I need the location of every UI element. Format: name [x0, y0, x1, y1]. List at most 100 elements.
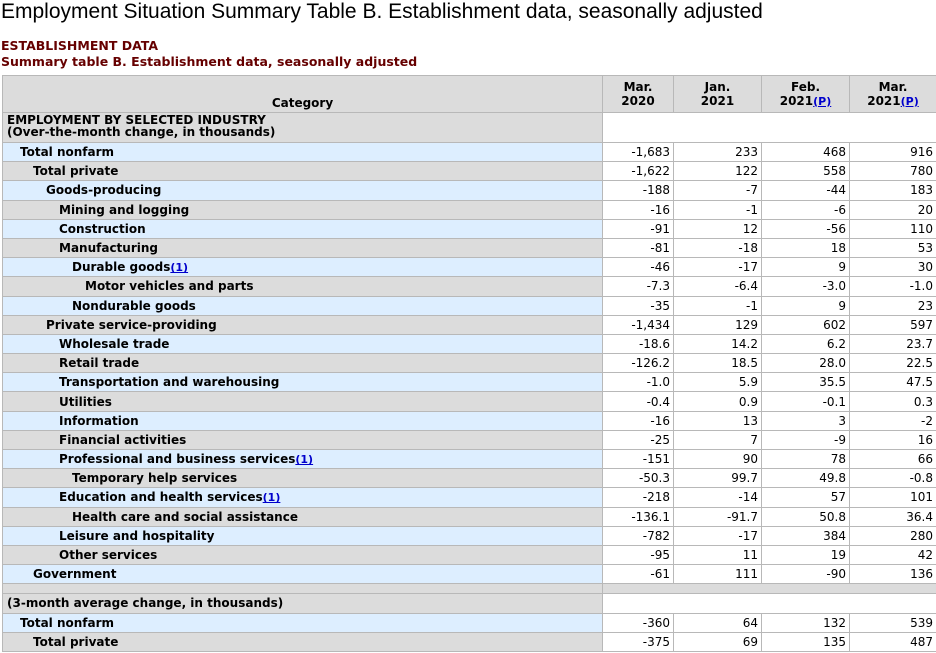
row-label: Construction: [2, 218, 603, 239]
row-value: -46: [602, 257, 674, 278]
row-value: 780: [849, 161, 936, 182]
row-label: Temporary help services: [2, 468, 603, 489]
table-row: Leisure and hospitality -782 -17 384 280: [2, 525, 936, 546]
footnote-link[interactable]: (1): [295, 453, 314, 467]
row-value: 3: [761, 410, 850, 431]
header-jan-2021: Jan. 2021: [673, 75, 762, 113]
group-header-blank: [602, 112, 936, 143]
row-value: -1: [673, 295, 762, 316]
row-value: -375: [602, 631, 674, 652]
header-month: Mar.: [878, 79, 908, 94]
section-heading: ESTABLISHMENT DATA: [1, 38, 159, 53]
group-header-row: (3-month average change, in thousands): [2, 593, 936, 614]
table-row: Utilities -0.4 0.9 -0.1 0.3: [2, 391, 936, 412]
row-label: Motor vehicles and parts: [2, 276, 603, 297]
row-value: 90: [673, 448, 762, 470]
table-row: Goods-producing -188 -7 -44 183: [2, 180, 936, 201]
row-label: Utilities: [2, 391, 603, 412]
row-label: Manufacturing: [2, 237, 603, 259]
row-value: -61: [602, 564, 674, 585]
row-value: -91: [602, 218, 674, 239]
row-value: 111: [673, 564, 762, 585]
header-month: Feb.: [791, 79, 820, 94]
header-year: 2020: [621, 94, 655, 108]
table-row: Durable goods(1) -46 -17 9 30: [2, 257, 936, 278]
table-row: Motor vehicles and parts -7.3 -6.4 -3.0 -1.0: [2, 276, 936, 297]
row-value: -7.3: [602, 276, 674, 297]
row-value: -1,434: [602, 314, 674, 335]
row-value: -91.7: [673, 506, 762, 527]
row-label: Retail trade: [2, 353, 603, 374]
group-title: EMPLOYMENT BY SELECTED INDUSTRY: [7, 113, 266, 127]
row-value: 99.7: [673, 468, 762, 489]
row-value: 135: [761, 631, 850, 652]
row-label: Financial activities: [2, 429, 603, 451]
row-label-text: Information: [59, 413, 139, 428]
row-label: Total nonfarm: [2, 612, 603, 633]
table-row: Wholesale trade -18.6 14.2 6.2 23.7: [2, 333, 936, 355]
row-value: -1,683: [602, 141, 674, 163]
row-label-text: Durable goods: [72, 260, 171, 275]
row-value: -0.8: [849, 468, 936, 489]
row-label: Goods-producing: [2, 180, 603, 201]
row-value: -1,622: [602, 161, 674, 182]
row-value: 66: [849, 448, 936, 470]
row-value: 132: [761, 612, 850, 633]
page-title: Employment Situation Summary Table B. Es…: [1, 0, 763, 23]
row-value: 0.9: [673, 391, 762, 412]
row-value: 28.0: [761, 353, 850, 374]
row-value: 78: [761, 448, 850, 470]
row-label: Durable goods(1): [2, 257, 603, 278]
establishment-data-table: Category Mar. 2020 Jan. 2021 Feb. 2021(P…: [2, 75, 936, 652]
row-value: 6.2: [761, 333, 850, 355]
table-row: Education and health services(1) -218 -14 5…: [2, 487, 936, 508]
row-value: -1: [673, 199, 762, 220]
row-value: 69: [673, 631, 762, 652]
row-label: Total private: [2, 631, 603, 652]
row-label-text: Education and health services: [59, 490, 263, 505]
row-label-text: Mining and logging: [59, 202, 190, 217]
header-month: Mar.: [623, 80, 653, 94]
table-row: Nondurable goods -35 -1 9 23: [2, 295, 936, 316]
row-value: -17: [673, 257, 762, 278]
table-row: Information -16 13 3 -2: [2, 410, 936, 431]
table-caption: Summary table B. Establishment data, sea…: [1, 54, 418, 69]
row-value: -6.4: [673, 276, 762, 297]
row-value: 47.5: [849, 372, 936, 393]
spacer-cell: [2, 583, 603, 595]
row-value: -9: [761, 429, 850, 451]
row-value: -218: [602, 487, 674, 508]
row-value: 53: [849, 237, 936, 259]
table-row: Health care and social assistance -136.1-…: [2, 506, 936, 527]
row-value: -81: [602, 237, 674, 259]
row-label-text: Wholesale trade: [59, 336, 170, 351]
table-row: Manufacturing -81 -18 18 53: [2, 237, 936, 259]
row-value: -0.1: [761, 391, 850, 412]
row-label-text: Other services: [59, 548, 158, 563]
table-row: Temporary help services -50.3 99.7 49.8 -0.8: [2, 468, 936, 489]
row-value: 49.8: [761, 468, 850, 489]
row-value: -17: [673, 525, 762, 546]
footnote-link[interactable]: (1): [170, 261, 189, 275]
row-value: 468: [761, 141, 850, 163]
row-value: 5.9: [673, 372, 762, 393]
row-label-text: Private service-providing: [46, 317, 217, 332]
row-value: -56: [761, 218, 850, 239]
row-value: 64: [673, 612, 762, 633]
row-value: -0.4: [602, 391, 674, 412]
table-row: Total nonfarm -360 64 132 539: [2, 612, 936, 633]
spacer-cell: [602, 583, 936, 595]
row-value: 13: [673, 410, 762, 431]
group-subtitle: (Over-the-month change, in thousands): [7, 125, 276, 139]
row-value: 50.8: [761, 506, 850, 527]
row-value: -95: [602, 544, 674, 566]
row-label-text: Total nonfarm: [20, 145, 115, 160]
row-value: -188: [602, 180, 674, 201]
preliminary-footnote-link[interactable]: (P): [900, 94, 919, 108]
row-value: 22.5: [849, 353, 936, 374]
row-label-text: Motor vehicles and parts: [85, 279, 254, 294]
footnote-link[interactable]: (1): [262, 491, 281, 505]
preliminary-footnote-link[interactable]: (P): [813, 94, 832, 108]
row-value: 110: [849, 218, 936, 239]
row-label: Leisure and hospitality: [2, 525, 603, 546]
